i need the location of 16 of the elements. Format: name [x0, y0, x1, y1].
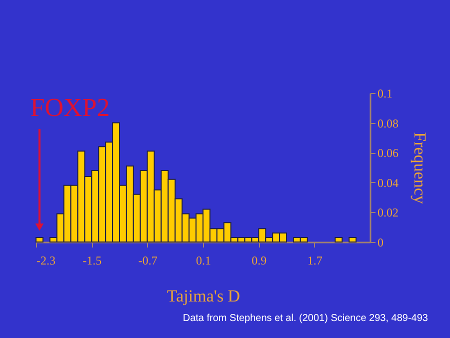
y-tick-label: 0.06: [378, 146, 398, 160]
y-axis-title: Frequency: [410, 132, 430, 204]
x-axis-title: Tajima's D: [166, 286, 240, 306]
x-tick-label: -0.7: [138, 254, 158, 268]
text: Data from Stephens et al. (2001) Science 293, 489-493: [182, 313, 428, 324]
y-tick-label: 0.08: [378, 116, 398, 130]
x-tick-label: -1.5: [82, 254, 102, 268]
y-tick-label: 0.02: [378, 206, 398, 220]
x-tick-label: 0.1: [196, 254, 211, 268]
y-tick-label: 0.1: [378, 86, 392, 100]
x-tick-label: -2.3: [36, 254, 56, 268]
annotation: FOXP2: [30, 93, 110, 122]
x-tick-label: 0.9: [252, 254, 267, 268]
y-tick-label: 0: [378, 236, 384, 250]
x-tick-label: 1.7: [307, 254, 322, 268]
y-tick-label: 0.04: [378, 176, 398, 190]
